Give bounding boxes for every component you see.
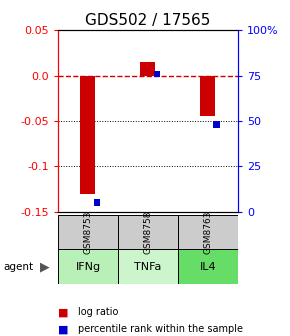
Text: TNFa: TNFa: [134, 262, 162, 272]
Bar: [178, 249, 238, 284]
Text: percentile rank within the sample: percentile rank within the sample: [78, 324, 243, 334]
Bar: [153, 71, 160, 77]
Bar: [140, 62, 155, 76]
Text: ■: ■: [58, 324, 68, 334]
Bar: [118, 215, 178, 249]
Text: ■: ■: [58, 307, 68, 318]
Bar: [118, 249, 178, 284]
Bar: [200, 76, 215, 117]
Bar: [94, 200, 100, 206]
Text: agent: agent: [3, 262, 33, 272]
Text: GSM8763: GSM8763: [203, 211, 212, 254]
Text: IFNg: IFNg: [75, 262, 101, 272]
Bar: [58, 249, 118, 284]
Bar: [178, 215, 238, 249]
Bar: [80, 76, 95, 194]
Text: GSM8758: GSM8758: [143, 211, 153, 254]
Text: GSM8753: GSM8753: [84, 211, 93, 254]
Text: ▶: ▶: [40, 260, 50, 273]
Title: GDS502 / 17565: GDS502 / 17565: [85, 13, 211, 28]
Text: IL4: IL4: [200, 262, 216, 272]
Text: log ratio: log ratio: [78, 307, 119, 318]
Bar: [58, 215, 118, 249]
Bar: [213, 121, 220, 128]
